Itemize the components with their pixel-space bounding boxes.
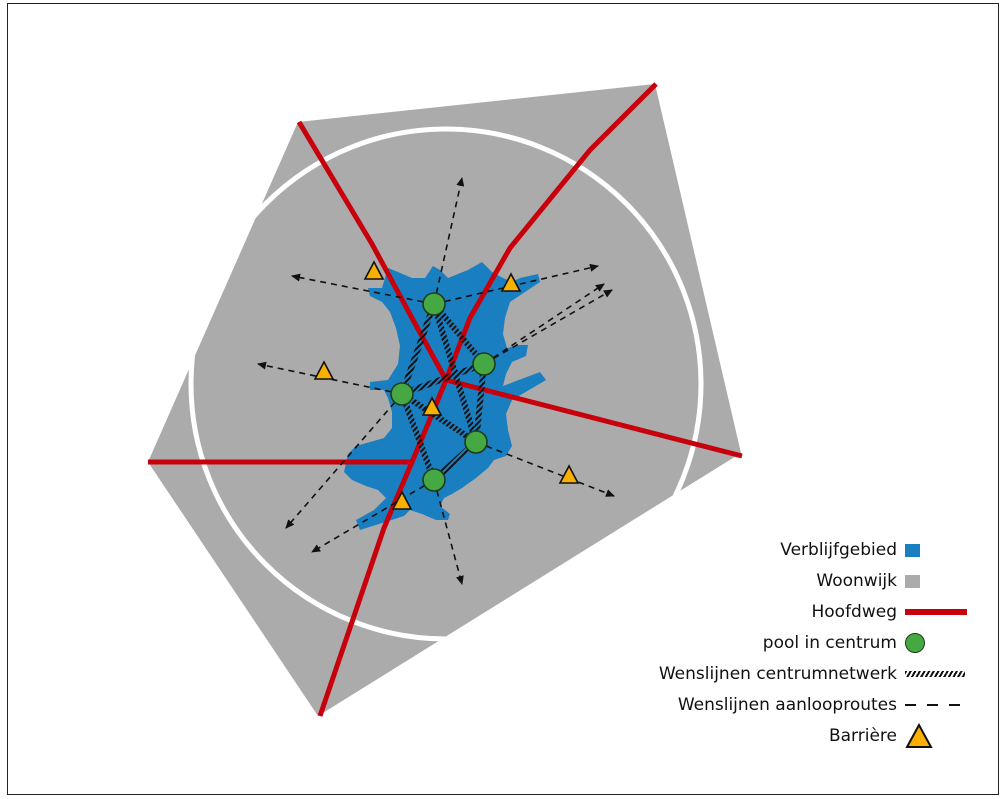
barrier-2 (500, 272, 522, 292)
barrier-6 (391, 490, 413, 510)
legend-label: Verblijfgebied (780, 540, 897, 560)
road-east (445, 377, 743, 459)
gray-square-icon (905, 574, 920, 588)
pool-east (472, 352, 496, 376)
pool-north (422, 292, 446, 316)
legend-label: Barrière (828, 726, 897, 746)
pool-southeast (464, 430, 488, 454)
legend-row-centrumnetwerk: Wenslijnen centrumnetwerk (659, 660, 967, 688)
dashed-line-icon (905, 704, 965, 706)
legend-label: Wenslijnen centrumnetwerk (658, 664, 897, 684)
walking-radius-ring (188, 126, 704, 642)
legend-row-aanlooproutes: Wenslijnen aanlooproutes (659, 691, 967, 719)
barrier-5 (558, 464, 580, 484)
barrier-4 (421, 396, 443, 416)
legend-row-hoofdweg: Hoofdweg (659, 598, 967, 626)
legend-row-woonwijk: Woonwijk (659, 567, 967, 595)
barrier-3 (313, 360, 335, 380)
barriere-markers (313, 260, 580, 510)
legend-label: Woonwijk (816, 571, 897, 591)
legend-row-verblijfgebied: Verblijfgebied (659, 536, 967, 564)
pool-west (390, 382, 414, 406)
legend-label: Hoofdweg (811, 602, 897, 622)
legend-row-pool: pool in centrum (659, 629, 967, 657)
aanlooproutes-arrows (257, 177, 615, 585)
hatched-line-icon (905, 671, 965, 677)
red-line-icon (905, 609, 967, 615)
green-circle-icon (905, 633, 925, 653)
legend-row-barriere: Barrière (659, 722, 967, 750)
barrier-1 (363, 260, 385, 280)
orange-triangle-icon (905, 723, 933, 748)
legend: Verblijfgebied Woonwijk Hoofdweg pool in… (659, 536, 967, 753)
pool-south (422, 468, 446, 492)
road-north-west (296, 120, 449, 382)
legend-label: pool in centrum (762, 633, 897, 653)
blue-square-icon (905, 543, 920, 557)
legend-label: Wenslijnen aanlooproutes (677, 695, 897, 715)
pool-markers (390, 292, 496, 492)
